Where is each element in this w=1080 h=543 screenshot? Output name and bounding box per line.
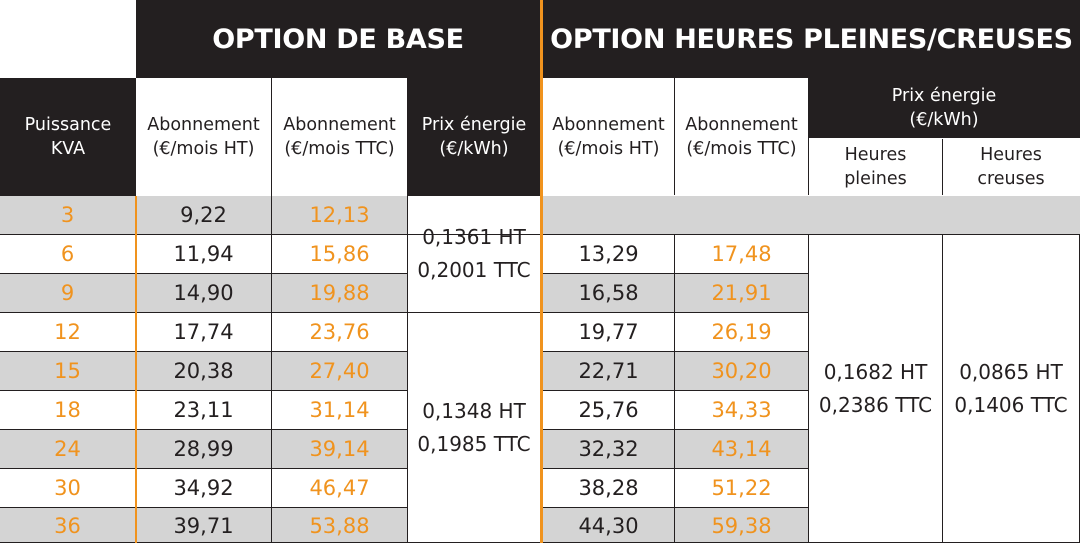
offpeak-price: 0,0865 HT 0,1406 TTC (943, 235, 1079, 543)
row-divider (543, 429, 808, 430)
hphc-energy-header: Prix énergie (€/kWh) (808, 78, 1080, 138)
base-ttc-cell: 23,76 (272, 313, 407, 351)
hphc-ht-cell: 22,71 (543, 352, 674, 390)
col-divider (135, 196, 137, 543)
base-energy-price-low: 0,1361 HT 0,2001 TTC (408, 196, 540, 312)
kva-cell: 36 (0, 508, 135, 543)
row-divider (543, 234, 1080, 235)
peak-header: Heures pleines (809, 139, 942, 195)
hphc-ht-cell: 32,32 (543, 430, 674, 468)
base-ttc-cell: 39,14 (272, 430, 407, 468)
hphc-ttc-cell: 21,91 (675, 274, 808, 312)
hphc-ttc-cell: 51,22 (675, 469, 808, 507)
row-divider (0, 390, 408, 391)
base-ttc-cell: 12,13 (272, 196, 407, 234)
hphc-empty-row (543, 196, 1080, 234)
row-divider (0, 312, 540, 313)
base-ttc-cell: 53,88 (272, 508, 407, 543)
hphc-ttc-cell: 34,33 (675, 391, 808, 429)
kva-cell: 9 (0, 274, 135, 312)
row-divider (543, 468, 808, 469)
row-divider (0, 468, 408, 469)
col-divider (674, 235, 675, 543)
base-energy-price-high: 0,1348 HT 0,1985 TTC (408, 313, 540, 543)
base-ht-cell: 17,74 (136, 313, 271, 351)
kva-cell: 15 (0, 352, 135, 390)
hphc-sub-ttc-header: Abonnement (€/mois TTC) (675, 78, 808, 196)
base-ttc-cell: 19,88 (272, 274, 407, 312)
kva-cell: 24 (0, 430, 135, 468)
base-ttc-cell: 27,40 (272, 352, 407, 390)
col-divider (808, 78, 809, 195)
hphc-ttc-cell: 30,20 (675, 352, 808, 390)
base-ht-cell: 11,94 (136, 235, 271, 273)
row-divider (543, 312, 808, 313)
hphc-ht-cell: 38,28 (543, 469, 674, 507)
hphc-ttc-cell: 26,19 (675, 313, 808, 351)
base-ttc-cell: 46,47 (272, 469, 407, 507)
peak-price: 0,1682 HT 0,2386 TTC (809, 235, 942, 543)
base-ht-cell: 14,90 (136, 274, 271, 312)
base-ht-cell: 23,11 (136, 391, 271, 429)
kva-cell: 3 (0, 196, 135, 234)
base-sub-ttc-header: Abonnement (€/mois TTC) (272, 78, 407, 196)
hphc-ht-cell: 13,29 (543, 235, 674, 273)
base-option-title: OPTION DE BASE (136, 0, 540, 78)
hphc-ttc-cell: 43,14 (675, 430, 808, 468)
hphc-ttc-cell: 17,48 (675, 235, 808, 273)
hphc-option-title: OPTION HEURES PLEINES/CREUSES (543, 0, 1080, 78)
kva-cell: 6 (0, 235, 135, 273)
col-divider (271, 78, 272, 543)
kva-cell: 18 (0, 391, 135, 429)
col-divider (942, 235, 943, 543)
row-divider (0, 507, 408, 508)
base-ht-cell: 9,22 (136, 196, 271, 234)
col-divider (942, 139, 943, 195)
col-divider (407, 78, 408, 543)
base-energy-header: Prix énergie (€/kWh) (408, 78, 540, 196)
hphc-ht-cell: 25,76 (543, 391, 674, 429)
kva-cell: 12 (0, 313, 135, 351)
row-divider (543, 273, 808, 274)
base-ht-cell: 28,99 (136, 430, 271, 468)
hphc-sub-ht-header: Abonnement (€/mois HT) (543, 78, 674, 196)
row-divider (0, 234, 540, 235)
base-ht-cell: 34,92 (136, 469, 271, 507)
row-divider (543, 507, 808, 508)
power-header: Puissance KVA (0, 78, 136, 196)
row-divider (543, 351, 808, 352)
col-divider (674, 78, 675, 195)
col-divider (808, 235, 809, 543)
row-divider (0, 429, 408, 430)
row-divider (0, 273, 408, 274)
hphc-ht-cell: 16,58 (543, 274, 674, 312)
hphc-ht-cell: 44,30 (543, 508, 674, 543)
base-ht-cell: 39,71 (136, 508, 271, 543)
base-ttc-cell: 15,86 (272, 235, 407, 273)
section-separator (540, 0, 543, 543)
kva-cell: 30 (0, 469, 135, 507)
row-divider (0, 351, 408, 352)
base-sub-ht-header: Abonnement (€/mois HT) (136, 78, 271, 196)
hphc-ht-cell: 19,77 (543, 313, 674, 351)
row-divider (543, 390, 808, 391)
base-ttc-cell: 31,14 (272, 391, 407, 429)
offpeak-header: Heures creuses (943, 139, 1079, 195)
base-ht-cell: 20,38 (136, 352, 271, 390)
hphc-ttc-cell: 59,38 (675, 508, 808, 543)
